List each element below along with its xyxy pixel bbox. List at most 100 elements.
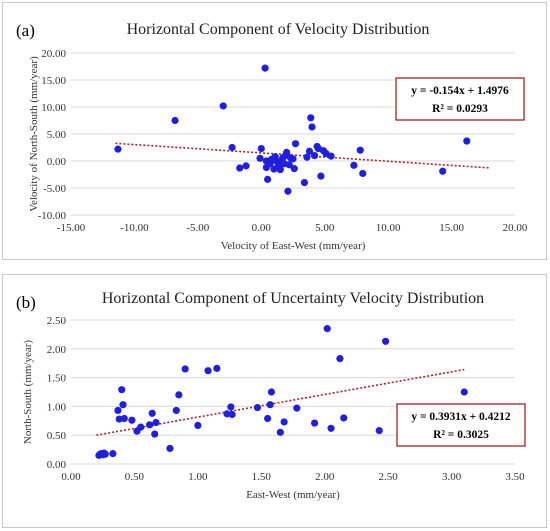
data-point [276, 428, 284, 436]
data-point [439, 167, 447, 175]
data-point [307, 114, 315, 122]
x-tick-label: 1.00 [188, 471, 208, 483]
x-tick-label: 0.00 [61, 471, 81, 483]
data-point [137, 423, 145, 431]
data-point [305, 147, 314, 155]
data-point [350, 161, 358, 169]
data-point [172, 406, 180, 415]
data-point [284, 187, 292, 195]
x-tick-label: 20.00 [503, 222, 528, 234]
data-point [194, 421, 202, 430]
data-point [253, 403, 262, 412]
chart-b-svg: Horizontal Component of Uncertainty Velo… [22, 290, 526, 501]
data-point [148, 409, 156, 417]
data-point [291, 140, 300, 148]
x-tick-label: 0.50 [125, 471, 145, 483]
panel-label-a: (a) [16, 21, 35, 40]
x-tick-label: 15.00 [439, 222, 464, 234]
chart-a-svg: Horizontal Component of Velocity Distrib… [28, 21, 528, 252]
data-point [460, 388, 468, 396]
data-point [327, 152, 335, 160]
y-tick-label: 0.50 [47, 430, 67, 442]
data-point [242, 162, 250, 170]
x-tick-label: -5.00 [186, 222, 209, 234]
data-point [213, 364, 221, 372]
y-axis-label: Velocity of North-South (mm/year) [28, 56, 40, 212]
y-tick-label: 5.00 [47, 129, 67, 141]
data-point [293, 404, 301, 412]
data-point [317, 172, 325, 180]
data-point [264, 175, 272, 183]
trendline [115, 142, 490, 169]
data-point [114, 406, 122, 415]
data-point [128, 416, 136, 424]
x-tick-label: 1.50 [252, 471, 272, 483]
data-point [256, 154, 264, 162]
data-point [336, 354, 344, 363]
data-point [261, 64, 269, 72]
r-squared-label: R² = 0.3025 [433, 429, 489, 441]
data-point [340, 414, 348, 422]
x-tick-label: -15.00 [57, 222, 86, 234]
data-point [219, 102, 227, 110]
data-point [285, 161, 293, 169]
y-tick-label: 2.00 [47, 344, 67, 356]
y-tick-label: 1.00 [47, 401, 67, 413]
data-point [204, 367, 212, 375]
data-point [171, 116, 179, 125]
y-tick-label: 2.50 [47, 315, 67, 327]
data-point [166, 444, 174, 453]
y-tick-label: 15.00 [41, 75, 66, 87]
data-point [264, 414, 272, 423]
data-point [236, 164, 244, 172]
x-tick-label: 3.00 [442, 471, 462, 483]
x-tick-label: 2.50 [379, 471, 399, 483]
data-point [310, 152, 319, 160]
data-point [276, 166, 284, 174]
data-point [303, 153, 311, 161]
y-tick-label: -5.00 [43, 183, 66, 195]
equation-box [395, 77, 525, 121]
x-axis-label: Velocity of East-West (mm/year) [221, 240, 366, 252]
data-point [119, 401, 127, 409]
data-point [267, 388, 276, 396]
x-tick-label: 3.50 [505, 471, 525, 483]
data-point [283, 148, 291, 156]
data-point [175, 391, 183, 399]
y-tick-label: 10.00 [41, 102, 66, 114]
data-point [308, 123, 316, 131]
x-tick-label: 5.00 [315, 222, 335, 234]
data-point [359, 169, 367, 178]
data-point [152, 418, 160, 427]
data-point [101, 450, 109, 458]
chart-panel-b: (b) Horizontal Component of Uncertainty … [2, 274, 547, 528]
trendline-equation: y = -0.154x + 1.4976 [411, 85, 509, 97]
data-point [300, 179, 309, 187]
data-point [323, 325, 331, 333]
data-point [181, 365, 189, 373]
x-tick-label: 10.00 [376, 222, 401, 234]
x-axis-label: East-West (mm/year) [246, 489, 340, 501]
data-point [120, 414, 128, 423]
trendline-equation: y = 0.3931x + 0.4212 [411, 411, 511, 423]
data-point [114, 145, 122, 153]
data-point [228, 143, 236, 152]
x-tick-label: -10.00 [120, 222, 149, 234]
data-point [310, 419, 319, 427]
data-point [118, 386, 126, 394]
y-tick-label: 20.00 [41, 48, 66, 60]
y-tick-label: 1.50 [47, 373, 67, 385]
data-point [375, 426, 383, 435]
chart-panel-a: (a) Horizontal Component of Velocity Dis… [2, 2, 547, 260]
y-tick-label: 0.00 [47, 156, 67, 168]
data-point [290, 164, 298, 173]
chart-title: Horizontal Component of Velocity Distrib… [127, 21, 430, 38]
panel-label-b: (b) [16, 293, 36, 312]
data-point [463, 137, 471, 145]
y-tick-label: -10.00 [38, 210, 67, 222]
data-point [289, 155, 297, 163]
chart-title: Horizontal Component of Uncertainty Velo… [102, 290, 484, 307]
y-tick-label: 0.00 [47, 459, 67, 471]
data-point [228, 410, 236, 419]
equation-box [396, 403, 526, 447]
